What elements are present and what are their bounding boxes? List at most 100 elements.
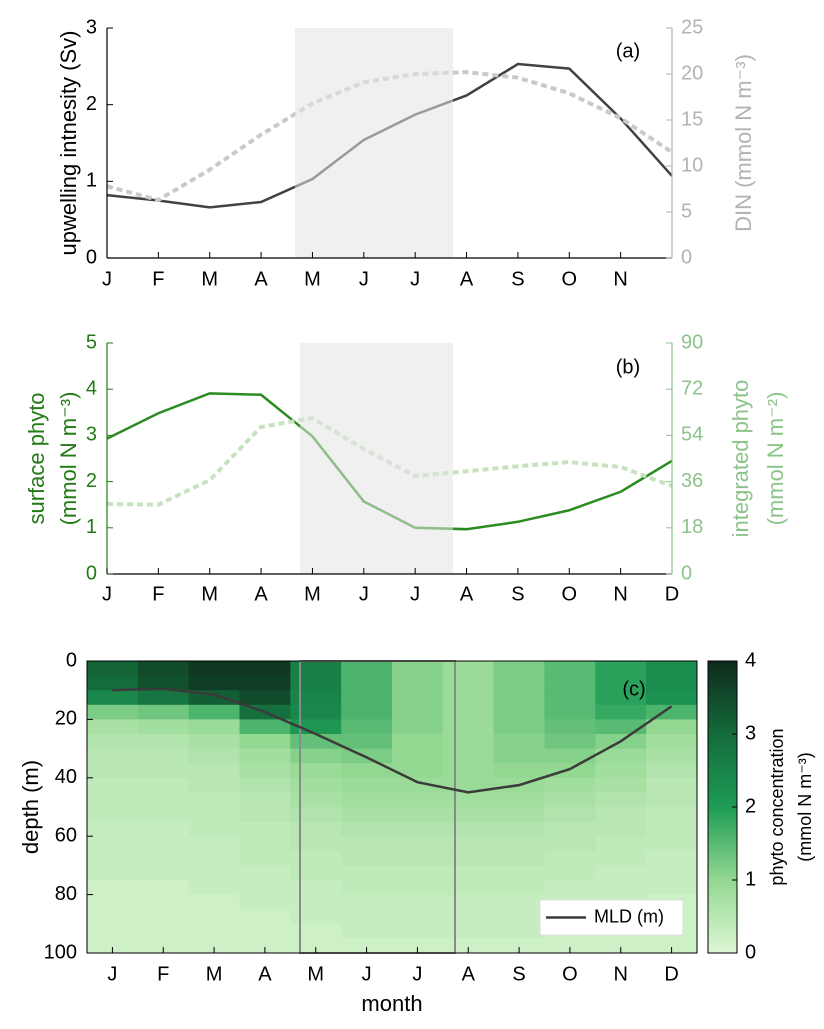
heatmap-cell	[188, 704, 240, 720]
heatmap-cell	[595, 821, 647, 837]
heatmap-cell	[544, 850, 596, 866]
heatmap-cell	[137, 777, 190, 793]
y2-tick-label: 90	[681, 331, 703, 353]
heatmap-cell	[290, 807, 342, 823]
heatmap-cell	[493, 923, 545, 939]
heatmap-cell	[188, 894, 240, 910]
heatmap-cell	[87, 909, 139, 925]
heatmap-cell	[595, 748, 647, 764]
y2-tick-label: 15	[681, 108, 703, 130]
heatmap-cell	[341, 734, 393, 750]
heatmap-cell	[595, 836, 647, 852]
heatmap-cell	[493, 894, 545, 910]
panel-label: (b)	[616, 356, 640, 378]
heatmap-cell	[87, 923, 139, 939]
y-tick-label: 20	[55, 708, 77, 730]
colorbar-tick-label: 3	[745, 722, 756, 744]
heatmap-cell	[392, 734, 444, 750]
heatmap-cell	[137, 719, 190, 735]
heatmap-cell	[239, 894, 291, 910]
heatmap-cell	[392, 894, 444, 910]
heatmap-cell	[239, 850, 291, 866]
heatmap-cell	[544, 792, 596, 808]
heatmap-cell	[493, 850, 545, 866]
y2-tick-label: 72	[681, 377, 703, 399]
heatmap-cell	[392, 821, 444, 837]
heatmap-cell	[239, 690, 291, 706]
x-tick-label: S	[511, 268, 524, 290]
x-tick-label: A	[460, 583, 474, 605]
heatmap-cell	[544, 690, 596, 706]
heatmap-cell	[646, 734, 698, 750]
y-tick-label: 3	[86, 16, 97, 38]
x-tick-label: A	[462, 963, 476, 985]
x-tick-label: A	[460, 268, 474, 290]
heatmap-cell	[493, 792, 545, 808]
x-tick-label: F	[152, 268, 164, 290]
heatmap-cell	[188, 821, 240, 837]
heatmap-cell	[137, 880, 190, 896]
heatmap-cell	[595, 777, 647, 793]
mld-line	[112, 687, 673, 794]
y-tick-label: 0	[66, 649, 77, 671]
y2-axis-label: integrated phyto	[728, 380, 753, 538]
heatmap-cell	[87, 719, 139, 735]
x-tick-label: J	[102, 268, 112, 290]
plot-frame	[86, 660, 698, 954]
x-tick-label: F	[152, 583, 164, 605]
y-tick-label: 60	[55, 824, 77, 846]
heatmap-cell	[137, 850, 190, 866]
y2-axis-label: DIN (mmol N m⁻³)	[731, 54, 756, 232]
heatmap-cell	[239, 865, 291, 881]
heatmap-cell	[392, 865, 444, 881]
heatmap-cell	[341, 923, 393, 939]
heatmap-cell	[442, 880, 495, 896]
heatmap-cell	[646, 661, 698, 677]
panel-label: (a)	[616, 40, 640, 62]
x-tick-label: O	[561, 268, 577, 290]
x-tick-label: O	[562, 963, 578, 985]
heatmap-cell	[493, 821, 545, 837]
heatmap-cell	[239, 675, 291, 691]
highlight-span	[300, 343, 453, 574]
x-tick-label: D	[665, 583, 679, 605]
heatmap-cell	[392, 763, 444, 779]
heatmap-cell	[87, 734, 139, 750]
colorbar-tick-label: 0	[745, 941, 756, 963]
heatmap-cell	[442, 704, 495, 720]
heatmap-cell	[239, 807, 291, 823]
heatmap-cell	[493, 865, 545, 881]
y-tick-label: 2	[86, 470, 97, 492]
heatmap-cell	[87, 807, 139, 823]
heatmap-cell	[392, 923, 444, 939]
heatmap-cell	[595, 763, 647, 779]
y2-tick-label: 0	[681, 562, 692, 584]
x-axis-label: month	[361, 991, 422, 1016]
heatmap-cell	[544, 734, 596, 750]
heatmap-cell	[544, 865, 596, 881]
heatmap-cell	[646, 938, 698, 954]
legend-label: MLD (m)	[594, 906, 664, 926]
x-tick-label: J	[359, 583, 369, 605]
heatmap-cell	[544, 777, 596, 793]
heatmap-cell	[290, 880, 342, 896]
heatmap-cell	[341, 836, 393, 852]
heatmap-cell	[239, 763, 291, 779]
heatmap-cell	[239, 923, 291, 939]
y-axis-label: upwelling intnesity (Sv)	[56, 31, 81, 256]
heatmap-cell	[493, 836, 545, 852]
heatmap-cell	[239, 748, 291, 764]
heatmap-cell	[188, 807, 240, 823]
y-tick-label: 40	[55, 766, 77, 788]
heatmap-cell	[442, 734, 495, 750]
y-axis-label: (mmol N m⁻³)	[56, 392, 81, 526]
heatmap-cell	[137, 923, 190, 939]
heatmap-cell	[544, 748, 596, 764]
y2-tick-label: 54	[681, 424, 703, 446]
heatmap-cell	[137, 836, 190, 852]
heatmap-cell	[392, 938, 444, 954]
heatmap-cell	[595, 704, 647, 720]
heatmap-cell	[341, 690, 393, 706]
heatmap-cell	[646, 850, 698, 866]
